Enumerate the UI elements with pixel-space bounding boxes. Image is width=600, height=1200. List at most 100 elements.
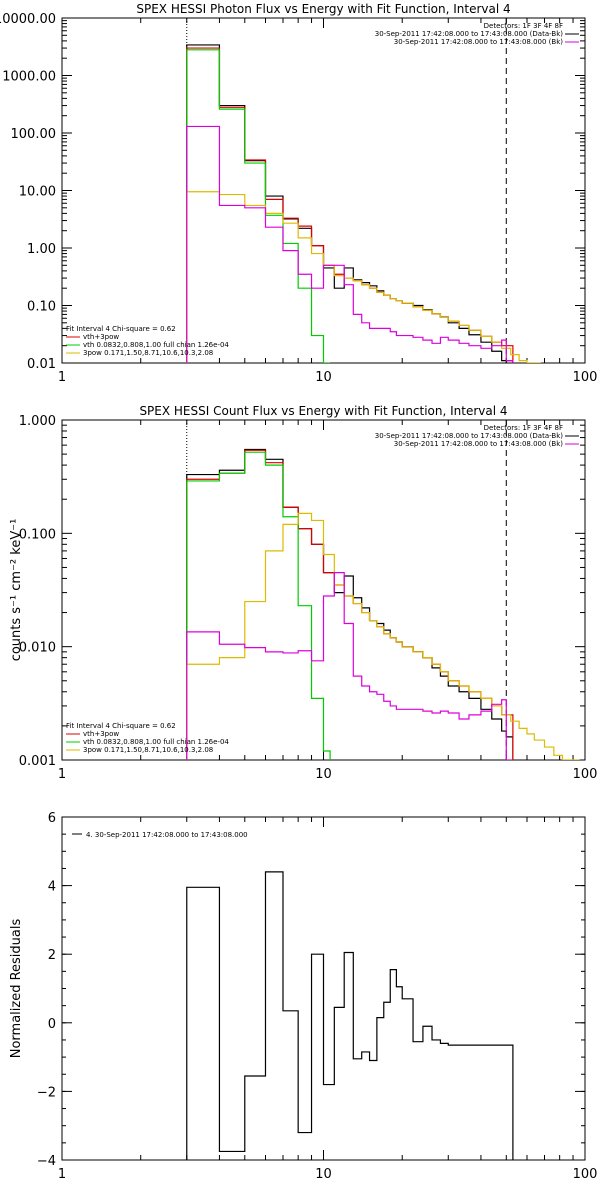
data-point <box>468 698 470 700</box>
y-tick-label: 4 <box>48 880 56 895</box>
x-tick-label: 100 <box>573 370 598 385</box>
data-point <box>219 108 221 110</box>
data-point <box>401 302 403 304</box>
bottom-legend-entry: 3pow 0.171,1.50,8.71,10.6,10.3,2.08 <box>83 746 213 754</box>
data-point <box>458 325 460 327</box>
data-point <box>323 362 325 364</box>
data-point <box>244 647 246 649</box>
data-point <box>244 162 246 164</box>
data-point <box>422 657 424 659</box>
y-tick-label: 2 <box>48 948 56 963</box>
series-line-3pow <box>186 191 541 363</box>
data-point <box>186 474 188 476</box>
data-point <box>544 746 546 748</box>
data-point <box>431 1039 433 1041</box>
series-line-vth <box>186 49 331 363</box>
data-point <box>282 250 284 252</box>
data-point <box>468 1044 470 1046</box>
data-point <box>311 335 313 337</box>
data-point <box>265 550 267 552</box>
data-point <box>311 544 313 546</box>
data-point <box>501 360 503 362</box>
data-point <box>186 47 188 49</box>
data-point <box>369 287 371 289</box>
data-point <box>376 328 378 330</box>
data-point <box>361 1051 363 1053</box>
data-point <box>311 287 313 289</box>
data-point <box>323 265 325 267</box>
data-point <box>458 691 460 693</box>
chart-title: SPEX HESSI Count Flux vs Energy with Fit… <box>139 404 507 418</box>
data-point <box>334 1007 336 1009</box>
x-tick-label: 100 <box>573 767 598 782</box>
data-point <box>431 667 433 669</box>
data-point <box>219 1151 221 1153</box>
y-tick-label: 0.100 <box>19 527 56 542</box>
data-point <box>468 714 470 716</box>
data-point <box>244 207 246 209</box>
data-point <box>412 336 414 338</box>
x-tick-label: 10 <box>315 1167 332 1182</box>
data-point <box>186 126 188 128</box>
data-point <box>396 335 398 337</box>
data-point <box>376 626 378 628</box>
data-point <box>219 472 221 474</box>
data-point <box>480 348 482 350</box>
data-point <box>431 313 433 315</box>
chart-title: SPEX HESSI Photon Flux vs Energy with Fi… <box>136 2 510 16</box>
series-line-vth <box>186 451 331 760</box>
data-point <box>219 469 221 471</box>
data-point <box>186 631 188 633</box>
bottom-legend-entry: 3pow 0.171,1.50,8.71,10.6,10.3,2.08 <box>83 349 213 357</box>
data-point <box>244 451 246 453</box>
data-point <box>431 343 433 345</box>
data-point <box>447 685 449 687</box>
x-tick-label: 100 <box>573 1167 598 1182</box>
data-point <box>376 693 378 695</box>
data-point <box>422 339 424 341</box>
data-point <box>505 759 507 761</box>
data-point <box>186 887 188 889</box>
data-point <box>501 730 503 732</box>
data-point <box>369 328 371 330</box>
data-point <box>389 331 391 333</box>
series-group <box>186 44 541 364</box>
data-point <box>323 1084 325 1086</box>
data-point <box>244 601 246 603</box>
data-point <box>526 733 528 735</box>
data-point <box>186 480 188 482</box>
top-legend-entry: 30-Sep-2011 17:42:08.000 to 17:43:08.000… <box>375 432 564 440</box>
data-point <box>323 750 325 752</box>
data-point <box>369 620 371 622</box>
data-point <box>282 652 284 654</box>
data-point <box>447 1044 449 1046</box>
data-point <box>219 205 221 207</box>
data-point <box>501 714 503 716</box>
data-point <box>458 328 460 330</box>
y-tick-label: 0.001 <box>19 754 56 769</box>
data-point <box>491 341 493 343</box>
data-point <box>352 314 354 316</box>
data-point <box>447 322 449 324</box>
data-point <box>468 691 470 693</box>
data-point <box>361 612 363 614</box>
data-point <box>440 336 442 338</box>
bottom-legend-entry: vth 0.0832,0.808,1.00 full chian 1.26e-0… <box>83 738 229 746</box>
data-point <box>468 345 470 347</box>
y-tick-label: 10000.00 <box>0 12 56 27</box>
data-point <box>311 698 313 700</box>
data-point <box>334 265 336 267</box>
x-tick-label: 1 <box>58 1167 66 1182</box>
bottom-legend-entry: Fit Interval 4 Chi-square = 0.62 <box>66 722 176 730</box>
data-point <box>396 986 398 988</box>
data-point <box>468 330 470 332</box>
chart-2: SPEX HESSI Count Flux vs Energy with Fit… <box>9 404 597 782</box>
data-point <box>219 643 221 645</box>
top-legend-entry: 30-Sep-2011 17:42:08.000 to 17:43:08.000… <box>394 38 564 46</box>
bottom-legend-entry: vth 0.0832,0.808,1.00 full chian 1.26e-0… <box>83 341 229 349</box>
y-tick-label: 100.00 <box>11 127 57 142</box>
series-group <box>186 871 514 1160</box>
data-point <box>396 709 398 711</box>
data-point <box>369 691 371 693</box>
data-point <box>505 1044 507 1046</box>
